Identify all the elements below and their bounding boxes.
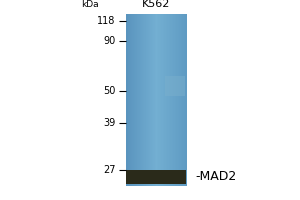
Text: -MAD2: -MAD2 xyxy=(195,170,236,184)
Bar xyxy=(172,14,174,186)
Bar xyxy=(149,14,151,186)
Bar xyxy=(167,14,169,186)
Bar xyxy=(169,14,171,186)
Bar xyxy=(130,14,131,186)
Bar xyxy=(163,14,164,186)
Bar xyxy=(146,14,147,186)
Bar xyxy=(147,14,148,186)
Bar xyxy=(160,14,162,186)
Bar xyxy=(182,14,184,186)
Text: 50: 50 xyxy=(103,86,116,96)
Bar xyxy=(152,14,153,186)
Bar xyxy=(132,14,133,186)
Bar xyxy=(159,14,160,186)
Bar xyxy=(160,14,161,186)
Bar xyxy=(178,14,180,186)
Bar xyxy=(151,14,152,186)
Bar xyxy=(155,14,157,186)
Bar xyxy=(171,14,172,186)
Bar xyxy=(154,14,156,186)
Bar xyxy=(134,14,136,186)
Bar xyxy=(183,14,184,186)
Bar xyxy=(158,14,159,186)
Bar xyxy=(170,14,172,186)
Bar xyxy=(175,14,176,186)
Text: 90: 90 xyxy=(103,36,116,46)
Bar xyxy=(174,14,176,186)
Bar xyxy=(144,14,145,186)
Bar xyxy=(126,14,127,186)
Bar xyxy=(176,14,178,186)
Bar xyxy=(140,14,142,186)
Bar xyxy=(168,14,169,186)
Bar xyxy=(139,14,140,186)
Bar xyxy=(184,14,186,186)
Bar xyxy=(128,14,129,186)
Bar xyxy=(156,14,157,186)
Bar xyxy=(167,14,168,186)
Bar xyxy=(158,14,160,186)
Bar xyxy=(143,14,145,186)
Bar xyxy=(148,14,149,186)
Bar xyxy=(165,14,166,186)
Bar xyxy=(162,14,163,186)
Bar xyxy=(142,14,144,186)
Bar xyxy=(169,14,170,186)
Bar xyxy=(180,14,181,186)
Bar xyxy=(182,14,183,186)
Bar xyxy=(173,14,175,186)
Bar xyxy=(185,14,187,186)
Bar xyxy=(136,14,137,186)
Bar xyxy=(128,14,130,186)
Bar xyxy=(133,14,134,186)
Bar xyxy=(177,14,178,186)
Bar xyxy=(146,14,148,186)
Bar xyxy=(134,14,135,186)
Bar xyxy=(184,14,185,186)
Bar xyxy=(126,170,186,184)
Bar xyxy=(145,14,146,186)
Bar xyxy=(130,14,132,186)
Bar xyxy=(136,14,138,186)
Bar xyxy=(181,14,182,186)
Bar xyxy=(152,14,154,186)
Bar xyxy=(164,14,165,186)
Bar xyxy=(161,14,163,186)
Bar xyxy=(137,14,139,186)
Bar xyxy=(150,14,152,186)
Bar xyxy=(148,14,150,186)
Bar xyxy=(164,14,166,186)
Bar xyxy=(127,14,128,186)
Bar xyxy=(129,14,130,186)
Text: 39: 39 xyxy=(103,118,116,128)
Bar xyxy=(138,14,139,186)
Text: K562: K562 xyxy=(142,0,170,9)
Text: 118: 118 xyxy=(97,16,116,26)
Bar xyxy=(154,14,155,186)
Bar xyxy=(179,14,181,186)
Bar xyxy=(157,14,158,186)
Bar xyxy=(141,14,142,186)
Bar xyxy=(166,14,167,186)
Bar xyxy=(176,14,177,186)
Bar xyxy=(142,14,143,186)
Text: kDa: kDa xyxy=(81,0,99,9)
Bar xyxy=(131,14,133,186)
Bar xyxy=(153,14,154,186)
Bar xyxy=(165,76,184,96)
Bar xyxy=(140,14,141,186)
Bar xyxy=(135,14,136,186)
Bar xyxy=(178,14,179,186)
Text: 27: 27 xyxy=(103,165,116,175)
Bar xyxy=(172,14,173,186)
